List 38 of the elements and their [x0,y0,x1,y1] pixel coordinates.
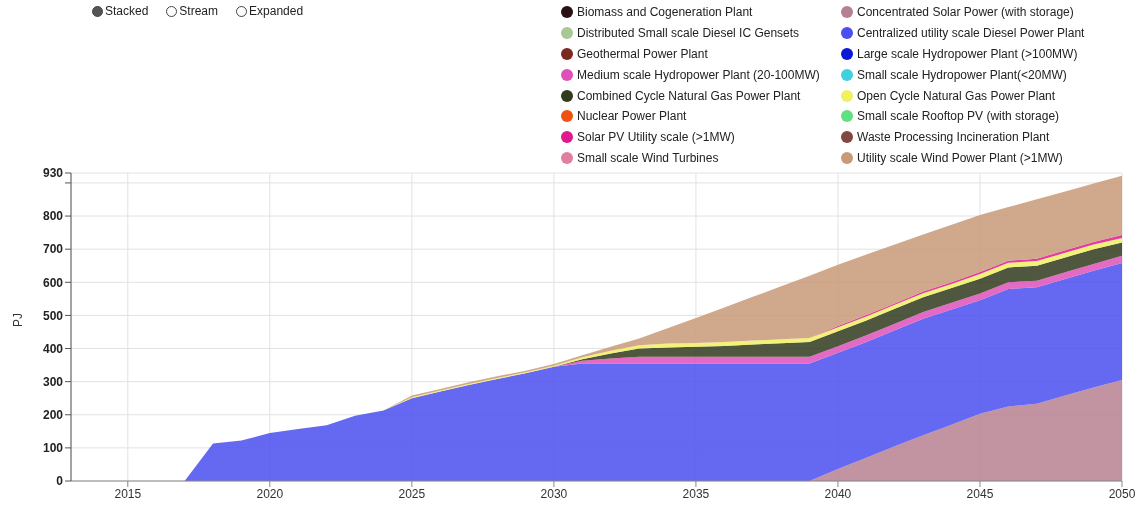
legend-label: Solar PV Utility scale (>1MW) [577,130,735,145]
legend-label: Combined Cycle Natural Gas Power Plant [577,88,801,103]
x-tick-label: 2035 [682,486,710,501]
x-tick-label: 2045 [966,486,994,501]
y-tick-label: 930 [42,166,64,181]
legend-label: Centralized utility scale Diesel Power Plant [857,26,1085,41]
x-tick-label: 2020 [256,486,284,501]
x-tick-label: 2040 [824,486,852,501]
y-tick-label: 800 [42,209,64,224]
legend-label: Medium scale Hydropower Plant (20-100MW) [577,67,820,82]
legend-label: Concentrated Solar Power (with storage) [857,5,1074,20]
legend-label: Nuclear Power Plant [577,109,687,124]
legend-label: Large scale Hydropower Plant (>100MW) [857,46,1078,61]
legend-label: Small scale Rooftop PV (with storage) [857,109,1060,124]
y-axis-title: PJ [11,312,26,327]
x-tick-label: 2015 [114,486,142,501]
legend-label: Utility scale Wind Power Plant (>1MW) [857,150,1063,165]
x-tick-label: 2025 [398,486,426,501]
y-tick-label: 0 [56,474,64,489]
y-tick-label: 400 [42,341,64,356]
text: Stacked [105,4,149,18]
legend-label: Biomass and Cogeneration Plant [577,5,753,20]
y-tick-label: 700 [42,242,64,257]
legend-label: Open Cycle Natural Gas Power Plant [857,88,1056,103]
legend-label: Geothermal Power Plant [577,46,708,61]
legend-label: Distributed Small scale Diesel IC Gensets [577,26,800,41]
y-tick-label: 600 [42,275,64,290]
x-tick-label: 2050 [1108,486,1136,501]
y-tick-label: 500 [42,308,64,323]
y-tick-label: 200 [42,408,64,423]
x-tick-label: 2030 [540,486,568,501]
text: Expanded [249,4,304,18]
legend-label: Small scale Wind Turbines [577,150,719,165]
text: Stream [179,4,219,18]
y-tick-label: 300 [42,374,64,389]
y-tick-label: 100 [42,441,64,456]
legend-label: Waste Processing Incineration Plant [857,130,1050,145]
legend-label: Small scale Hydropower Plant(<20MW) [857,67,1067,82]
